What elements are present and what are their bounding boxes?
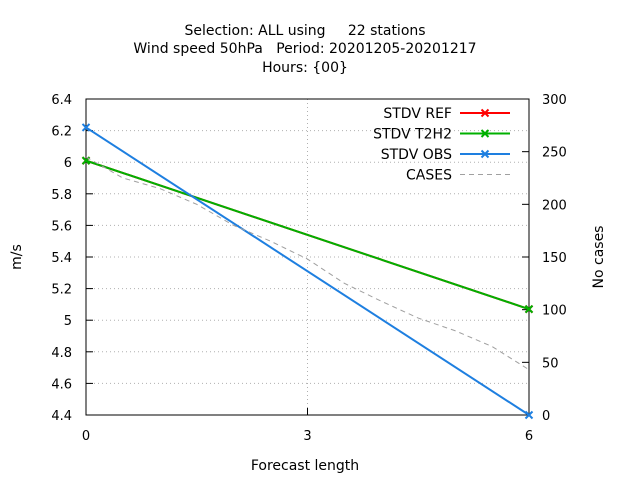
grid	[86, 99, 529, 415]
data-point-marker	[81, 123, 91, 132]
chart-title-line-3: Hours: {00}	[262, 60, 348, 76]
y-tick-label: 5.2	[51, 283, 72, 298]
legend-label: STDV T2H2	[373, 127, 452, 143]
data-point-marker	[480, 108, 490, 118]
x-tick-label: 0	[82, 429, 90, 444]
series-line	[85, 159, 530, 311]
y2-tick-label: 0	[542, 409, 550, 424]
y-tick-label: 6.4	[51, 93, 72, 108]
y2-tick-label: 100	[542, 304, 567, 319]
y-tick-label: 6	[64, 156, 72, 171]
x-axis-label: Forecast length	[251, 458, 359, 474]
y2-axis-label: No cases	[591, 226, 607, 289]
legend-label: STDV OBS	[381, 147, 452, 163]
y2-tick-label: 50	[542, 356, 559, 371]
y2-tick-label: 250	[542, 146, 567, 161]
y-tick-label: 5	[64, 314, 72, 329]
legend: STDV REF STDV T2H2 STDV OBS CASES	[373, 106, 510, 184]
data-point-marker	[480, 149, 490, 159]
axis-ticks: 4.4 4.6 4.8 5 5.2 5.4 5.6 5.8 6 6.2 6.4 0 50 100 150 20…	[51, 93, 567, 444]
y-tick-label: 4.6	[51, 377, 72, 392]
y-tick-label: 4.4	[51, 409, 72, 424]
data-point-marker	[480, 129, 490, 138]
chart-title-line-2: Wind speed 50hPa Period: 20201205-202012…	[133, 41, 476, 57]
legend-label: STDV REF	[383, 106, 452, 122]
x-tick-label: 3	[303, 429, 311, 444]
y-tick-label: 5.4	[51, 251, 72, 266]
legend-label: CASES	[406, 168, 452, 184]
data-point-marker	[524, 410, 534, 420]
data-point-marker	[524, 304, 534, 314]
series-line	[85, 156, 530, 371]
series-line	[85, 126, 530, 416]
y-tick-label: 6.2	[51, 125, 72, 140]
y2-tick-label: 150	[542, 251, 567, 266]
y-tick-label: 5.8	[51, 188, 72, 203]
y-axis-label: m/s	[9, 244, 25, 270]
chart-title-line-1: Selection: ALL using 22 stations	[184, 23, 425, 39]
y-tick-label: 4.8	[51, 346, 72, 361]
y2-tick-label: 300	[542, 93, 567, 108]
x-tick-label: 6	[525, 429, 533, 444]
y-tick-label: 5.6	[51, 219, 72, 234]
series-lines	[81, 123, 534, 420]
y2-tick-label: 200	[542, 198, 567, 213]
